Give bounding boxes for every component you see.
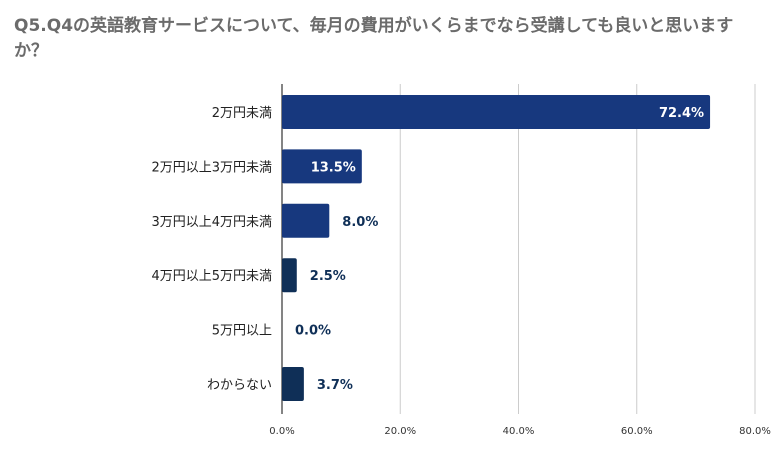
category-label: 4万円以上5万円未満 [151,269,272,284]
bar [282,203,330,238]
x-tick-label: 20.0% [384,426,416,437]
data-label: 72.4% [659,106,704,121]
x-tick-label: 0.0% [269,426,294,437]
category-label: 5万円以上 [212,324,272,339]
bar [282,95,711,129]
data-label: 8.0% [342,215,378,230]
bar [282,149,362,184]
category-label: 3万円以上4万円未満 [151,215,272,230]
x-tick-label: 80.0% [739,426,771,437]
labels: 0.0% 20.0% 40.0% 60.0% 80.0% 2万円未満 72.4% 2万円以上3… [151,106,770,437]
x-tick-label: 60.0% [621,426,653,437]
data-label: 0.0% [295,324,331,339]
gridlines [281,84,756,414]
data-label: 3.7% [317,378,353,393]
category-label: わからない [207,378,272,393]
x-tick-label: 40.0% [503,426,535,437]
chart-title: Q5.Q4の英語教育サービスについて、毎月の費用がいくらまでなら受講しても良いと… [14,16,734,61]
category-label: 2万円以上3万円未満 [151,160,272,175]
category-label: 2万円未満 [212,106,272,121]
bar [282,367,304,401]
data-label: 2.5% [310,269,346,284]
bar [282,258,297,293]
bars [282,95,711,401]
data-label: 13.5% [311,160,356,175]
